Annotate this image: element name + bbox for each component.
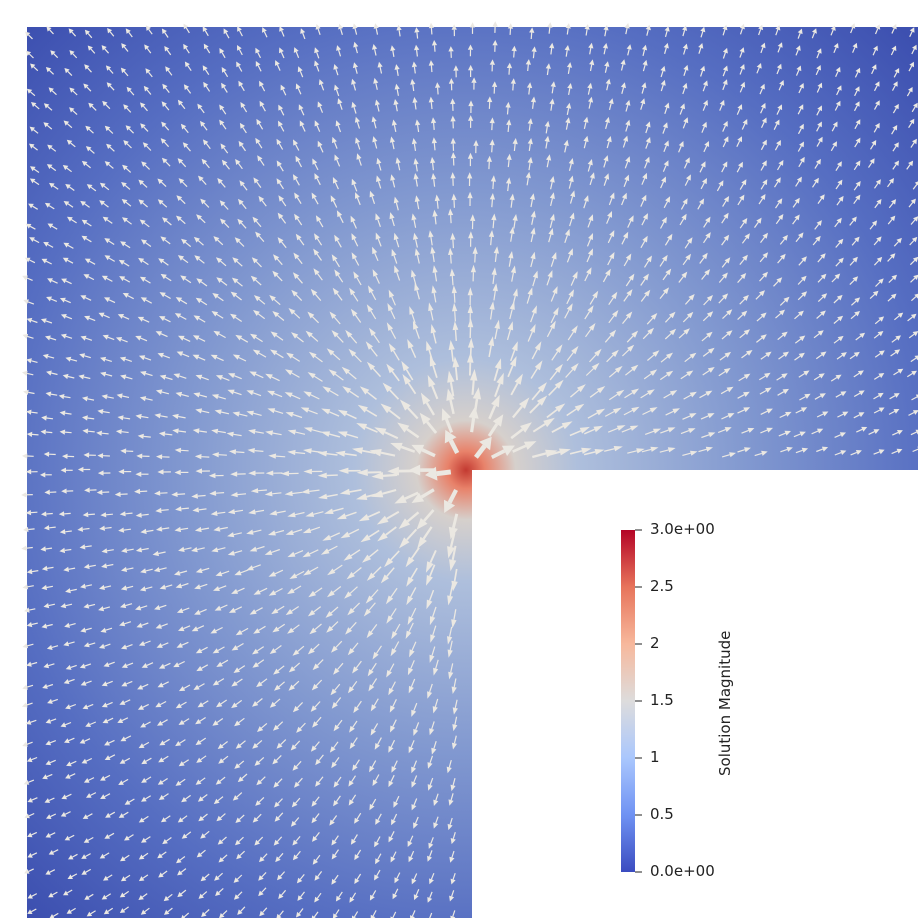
colorbar-tick-label: 2: [650, 634, 660, 652]
colorbar-tick-label: 3.0e+00: [650, 520, 715, 538]
colorbar-tick-label: 2.5: [650, 577, 674, 595]
colorbar-gradient: [621, 530, 635, 872]
colorbar-tick-label: 0.0e+00: [650, 862, 715, 880]
colorbar-tick-label: 1.5: [650, 691, 674, 709]
colorbar-title: Solution Magnitude: [716, 630, 734, 776]
velocity-arrow-glyphs: [21, 21, 918, 918]
l-shaped-domain: [27, 27, 918, 918]
colorbar-tick-label: 1: [650, 748, 660, 766]
colorbar-tick-label: 0.5: [650, 805, 674, 823]
colorbar-ticks: [635, 529, 642, 873]
